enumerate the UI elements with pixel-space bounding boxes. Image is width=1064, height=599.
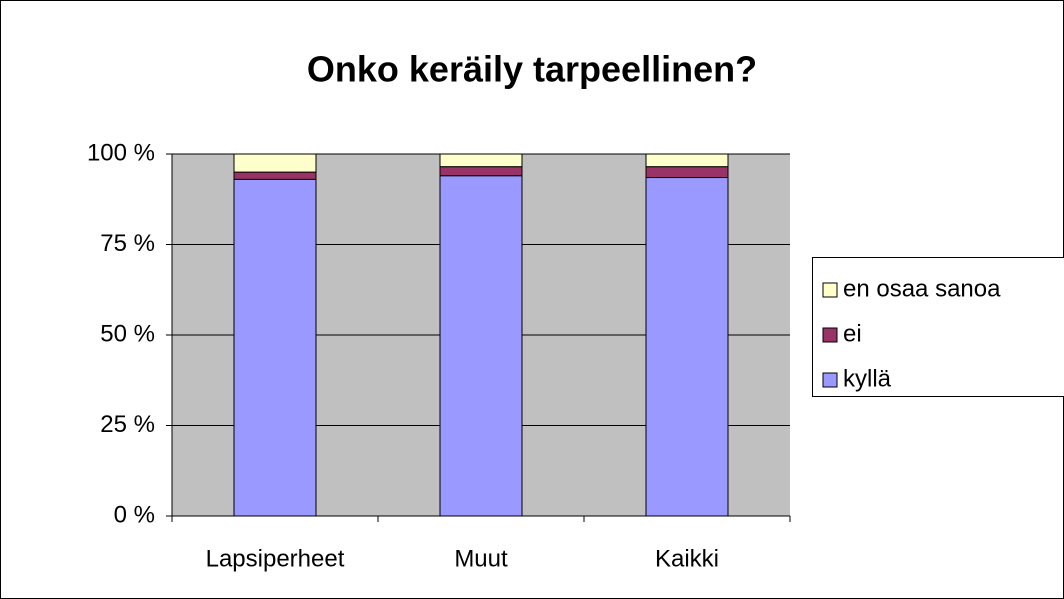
y-tick-label: 75 %: [100, 230, 155, 257]
x-tick-label: Muut: [454, 545, 508, 572]
legend-label: en osaa sanoa: [843, 275, 1001, 302]
chart-title: Onko keräily tarpeellinen?: [307, 49, 757, 90]
legend-label: kyllä: [843, 365, 892, 392]
legend-swatch: [822, 282, 838, 298]
x-tick-label: Kaikki: [655, 545, 719, 572]
y-tick-label: 25 %: [100, 411, 155, 438]
bar-segment: [645, 153, 729, 168]
y-tick-label: 0 %: [114, 501, 155, 528]
bar-segment: [645, 177, 729, 517]
bar-segment: [439, 166, 523, 177]
bar-segment: [439, 153, 523, 168]
legend-swatch: [822, 327, 838, 343]
bar-segment: [645, 166, 729, 179]
legend-box: [812, 257, 1064, 397]
bar-segment: [233, 178, 317, 517]
y-tick-label: 100 %: [87, 139, 155, 166]
y-tick-label: 50 %: [100, 320, 155, 347]
legend-label: ei: [843, 320, 862, 347]
bar-segment: [233, 171, 317, 180]
bar-segment: [439, 175, 523, 517]
legend-swatch: [822, 372, 838, 388]
bar-segment: [233, 153, 317, 173]
x-tick-label: Lapsiperheet: [206, 545, 345, 572]
